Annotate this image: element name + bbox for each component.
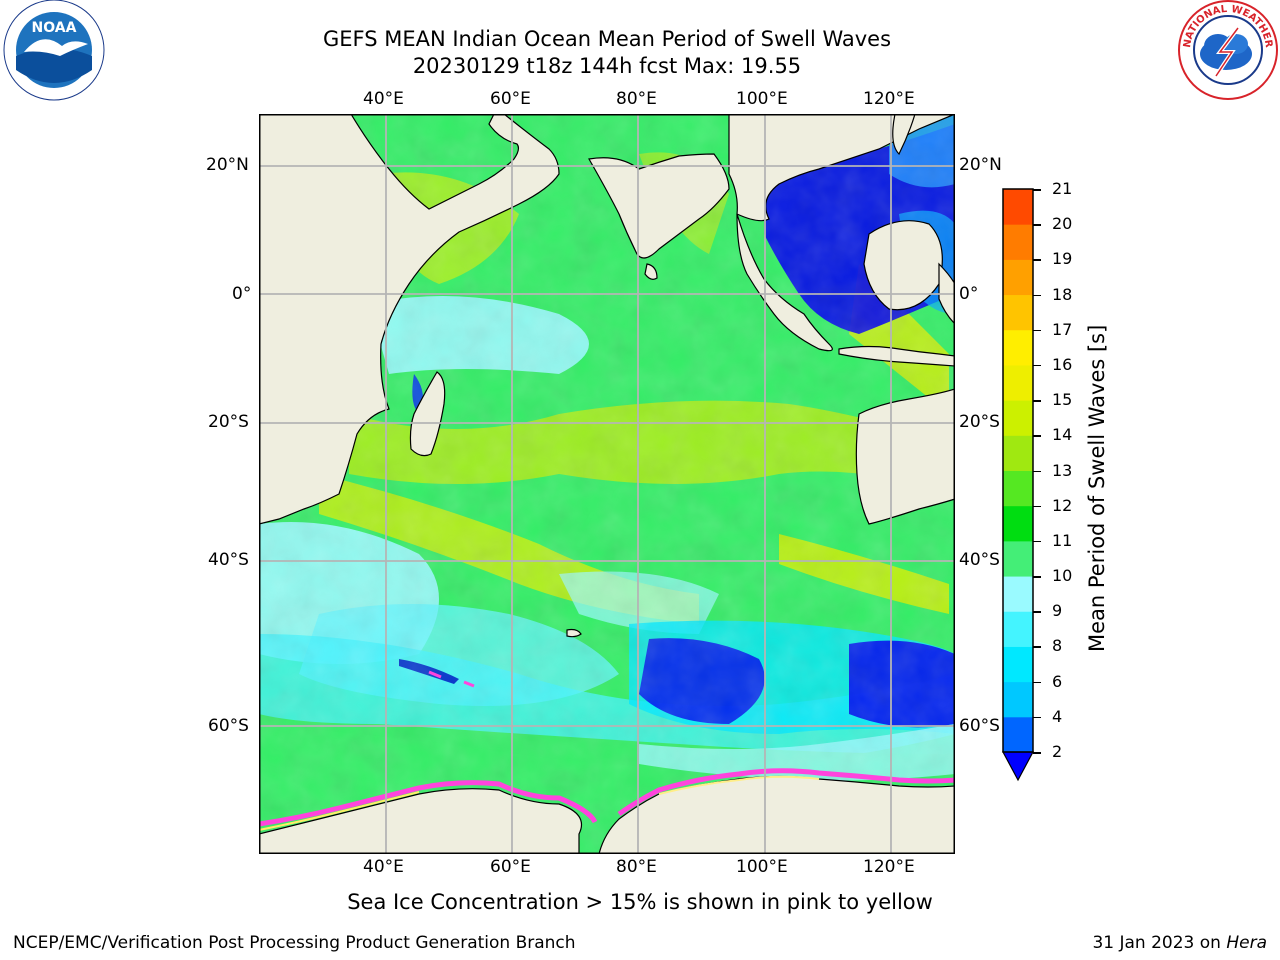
colorbar-tick-mark [1033,505,1041,508]
lon-tick-bottom: 80°E [616,857,657,877]
colorbar-tick-mark [1033,470,1041,472]
colorbar-tick-mark [1033,400,1041,402]
colorbar-tick-label: 6 [1052,671,1063,691]
footer-date: 31 Jan 2023 on Hera [1092,933,1267,953]
noaa-logo: NOAA [3,0,105,101]
colorbar-tick-label: 2 [1052,742,1063,761]
colorbar-segment [1003,259,1033,296]
colorbar-segment [1003,681,1033,718]
footer-machine: Hera [1226,933,1267,953]
colorbar-tick-mark [1033,716,1041,719]
colorbar-tick-label: 13 [1052,460,1073,480]
lon-tick-bottom: 100°E [736,857,788,877]
lon-tick-bottom: 120°E [863,857,915,877]
colorbar-segment [1003,294,1033,331]
colorbar-tick-mark [1033,681,1041,684]
colorbar-segment [1003,364,1033,401]
colorbar-tick-label: 10 [1052,566,1073,586]
map-frame [259,114,955,854]
colorbar-segment [1003,716,1033,753]
colorbar-tick-mark [1033,189,1041,191]
lat-tick-right: 60°S [959,716,1000,736]
colorbar-segment [1003,435,1033,471]
nws-logo: NATIONAL WEATHER SERVICE [1176,0,1278,100]
lat-tick-left: 60°S [208,716,249,736]
colorbar-tick-mark [1033,611,1041,613]
colorbar-tick-label: 14 [1052,425,1073,445]
colorbar-segment [1003,611,1033,647]
colorbar-tick-mark [1033,259,1041,261]
lat-tick-right: 20°S [959,412,1000,432]
colorbar [1001,188,1035,782]
colorbar-segment [1003,189,1033,225]
lon-tick-top: 80°E [616,89,657,109]
colorbar-tick-mark [1033,435,1041,437]
noaa-logo-text: NOAA [32,20,77,36]
colorbar-tick-mark [1033,364,1041,367]
colorbar-segment [1003,540,1033,577]
colorbar-segment [1003,329,1033,366]
sea-ice-note: Sea Ice Concentration > 15% is shown in … [347,890,933,914]
colorbar-tick-mark [1033,646,1041,648]
footer-date-text: 31 Jan 2023 on [1092,933,1227,953]
colorbar-tick-label: 15 [1052,390,1073,410]
colorbar-tick-mark [1033,294,1041,297]
lat-tick-left: 20°N [206,155,249,175]
colorbar-tick-mark [1033,752,1041,754]
colorbar-tick-label: 9 [1052,601,1063,621]
colorbar-segment [1003,576,1033,612]
colorbar-tick-label: 19 [1052,249,1073,269]
lat-tick-right: 40°S [959,550,1000,570]
colorbar-tick-label: 20 [1052,214,1073,234]
colorbar-tick-mark [1033,576,1041,578]
colorbar-segment [1003,505,1033,542]
lon-tick-top: 60°E [490,89,531,109]
footer-credit: NCEP/EMC/Verification Post Processing Pr… [13,933,576,953]
land-masses [260,115,954,853]
sea-ice-edge [260,670,954,831]
lon-tick-bottom: 40°E [363,857,404,877]
colorbar-segment [1003,470,1033,507]
colorbar-segment [1003,400,1033,436]
colorbar-tick-mark [1033,540,1041,543]
colorbar-tick-label: 21 [1052,179,1073,198]
colorbar-tick-label: 8 [1052,636,1063,656]
colorbar-tick-label: 11 [1052,530,1073,550]
colorbar-tick-label: 17 [1052,319,1073,339]
lon-tick-top: 120°E [863,89,915,109]
colorbar-tick-mark [1033,224,1041,226]
colorbar-tick-label: 18 [1052,284,1073,304]
lon-tick-bottom: 60°E [490,857,531,877]
lat-tick-right: 0° [959,284,979,304]
colorbar-tick-mark [1033,329,1041,332]
map-panel [259,114,955,854]
colorbar-tick-label: 16 [1052,354,1073,374]
colorbar-tick-label: 12 [1052,495,1073,515]
colorbar-title: Mean Period of Swell Waves [s] [1085,324,1109,652]
lon-tick-top: 40°E [363,89,404,109]
lat-tick-right: 20°N [959,155,1002,175]
colorbar-segment [1003,646,1033,683]
lat-tick-left: 0° [232,284,252,304]
map-title: GEFS MEAN Indian Ocean Mean Period of Sw… [322,27,892,51]
lon-tick-top: 100°E [736,89,788,109]
map-subtitle: 20230129 t18z 144h fcst Max: 19.55 [412,54,802,78]
colorbar-tick-label: 4 [1052,706,1063,726]
colorbar-segment [1003,224,1033,260]
graticule [260,115,954,853]
lat-tick-left: 20°S [208,412,249,432]
lat-tick-left: 40°S [208,550,249,570]
